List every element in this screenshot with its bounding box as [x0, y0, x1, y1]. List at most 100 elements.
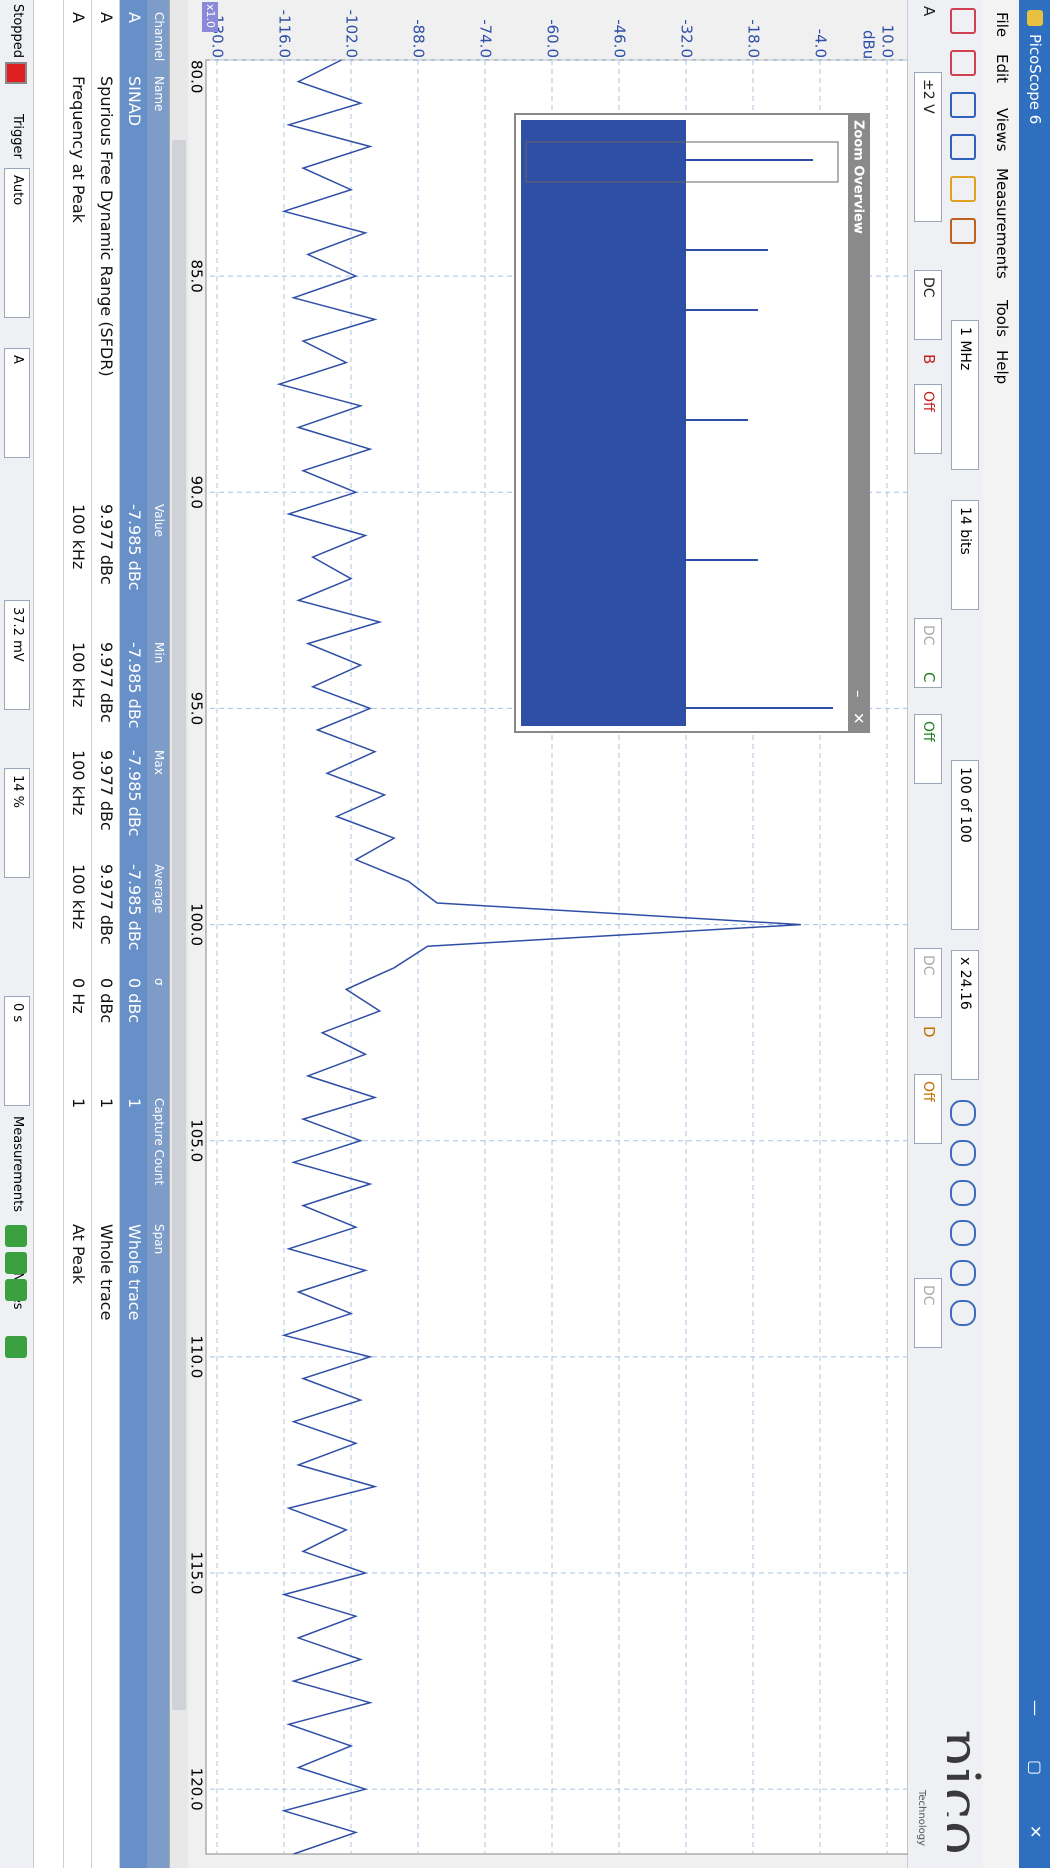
zoom-overview-button: –: [850, 690, 868, 698]
table-cell: 100 kHz: [69, 864, 88, 930]
table-cell: A: [69, 12, 88, 23]
y-tick-label: 10.0: [879, 25, 897, 58]
tool-icon[interactable]: [950, 1100, 976, 1126]
action-icon[interactable]: [5, 1225, 27, 1247]
action-icon[interactable]: [5, 1279, 27, 1301]
table-cell: 9.977 dBc: [97, 504, 116, 585]
status-item[interactable]: A: [4, 348, 30, 458]
y-tick-label: -116.0: [276, 10, 294, 58]
tool-icon[interactable]: [950, 176, 976, 202]
action-icon[interactable]: [5, 1336, 27, 1358]
tool-icon[interactable]: [950, 1260, 976, 1286]
menu-item[interactable]: Measurements: [993, 168, 1011, 279]
menu-item[interactable]: Help: [993, 350, 1011, 385]
table-header: Channel: [152, 12, 166, 62]
x-tick-label: 95.0: [188, 692, 206, 725]
app-icon: [1027, 10, 1043, 26]
table-cell: SINAD: [125, 76, 144, 127]
y-tick-label: -32.0: [678, 19, 696, 58]
chart: 10.0 -4.0 -18.0 -32.0 -46.0 -60.0 -74.0 -88.0 -1…: [170, 0, 908, 1868]
table-cell: Frequency at Peak: [69, 76, 88, 223]
tool-icon[interactable]: [950, 1140, 976, 1166]
y-tick-label: -4.0: [812, 29, 830, 58]
tool-icon[interactable]: [950, 134, 976, 160]
status-item[interactable]: Trigger: [10, 114, 25, 159]
table-cell: Spurious Free Dynamic Range (SFDR): [97, 76, 116, 377]
dropdown[interactable]: x 24.16: [951, 950, 979, 1080]
tool-icon[interactable]: [950, 1220, 976, 1246]
channel-control[interactable]: Off: [914, 384, 942, 454]
table-cell: 0 dBc: [125, 978, 144, 1024]
menu-item[interactable]: Edit: [993, 54, 1011, 84]
menu-item[interactable]: Tools: [993, 300, 1011, 337]
channel-control[interactable]: Off: [914, 714, 942, 784]
window-button[interactable]: ✕: [1026, 1825, 1045, 1839]
channel-control[interactable]: ±2 V: [914, 72, 942, 222]
menu-bar: File Edit Views Measurements Tools Help: [982, 0, 1019, 1868]
status-item[interactable]: 37.2 mV: [4, 600, 30, 710]
window-button[interactable]: ▢: [1026, 1760, 1045, 1776]
menu-item[interactable]: File: [993, 12, 1011, 38]
action-icon[interactable]: [5, 1252, 27, 1274]
x-tick-label: 120.0: [188, 1768, 206, 1811]
status-item[interactable]: Measurements: [10, 1116, 25, 1213]
table-cell: 1: [97, 1098, 116, 1109]
dropdown[interactable]: 100 of 100: [951, 760, 979, 930]
logo-subtitle: Technology: [916, 1790, 927, 1847]
table-cell: A: [97, 12, 116, 23]
table-header: Name: [152, 76, 166, 112]
table-cell: 100 kHz: [69, 642, 88, 708]
tool-icon[interactable]: [950, 50, 976, 76]
window-button[interactable]: —: [1026, 1700, 1045, 1716]
y-tick-label: -18.0: [745, 19, 763, 58]
table-header: Value: [152, 504, 166, 537]
table-cell: 9.977 dBc: [97, 750, 116, 831]
channel-control[interactable]: B: [920, 354, 938, 365]
status-item[interactable]: 0 s: [4, 996, 30, 1106]
channel-control[interactable]: A: [920, 6, 938, 17]
table-header: σ: [152, 978, 166, 986]
status-item[interactable]: Auto: [4, 168, 30, 318]
table-cell: At Peak: [69, 1224, 88, 1285]
channel-control[interactable]: DC: [914, 1278, 942, 1348]
status-item: Stopped: [10, 4, 25, 59]
y-axis-label: dBu: [860, 30, 878, 59]
table-cell: 100 kHz: [69, 504, 88, 570]
channel-control[interactable]: Off: [914, 1074, 942, 1144]
table-cell: 1: [69, 1098, 88, 1109]
tool-icon[interactable]: [950, 1300, 976, 1326]
table-cell: Whole trace: [97, 1224, 116, 1321]
dropdown[interactable]: 14 bits: [951, 500, 979, 610]
table-header: Min: [152, 642, 166, 664]
toolbar: 1 MHz 14 bits 100 of 100 x 24.16 pico: [926, 0, 991, 1868]
table-row[interactable]: [63, 0, 91, 1868]
window-title: PicoScope 6: [1026, 34, 1044, 125]
table-cell: 0 dBc: [97, 978, 116, 1024]
tool-icon[interactable]: [950, 92, 976, 118]
channel-control[interactable]: D: [920, 1026, 938, 1038]
measurements-table: Channel Name Value Min Max Average σ Capture Co…: [33, 0, 170, 1868]
dropdown[interactable]: 1 MHz: [951, 320, 979, 470]
status-item[interactable]: 14 %: [4, 768, 30, 878]
table-header: Max: [152, 750, 166, 775]
table-cell: -7.985 dBc: [125, 504, 144, 591]
x-tick-label: 105.0: [188, 1119, 206, 1162]
tool-icon[interactable]: [950, 218, 976, 244]
stop-button[interactable]: [5, 62, 27, 84]
channel-control[interactable]: DC: [914, 270, 942, 340]
x-tick-label: 80.0: [188, 60, 206, 93]
scale-badge: [202, 2, 218, 32]
tool-icon[interactable]: [950, 8, 976, 34]
trace: [276, 59, 801, 1855]
table-cell: -7.985 dBc: [125, 750, 144, 837]
y-tick-label: -102.0: [343, 10, 361, 58]
table-cell: 9.977 dBc: [97, 864, 116, 945]
channel-control[interactable]: C: [920, 672, 938, 683]
table-header: Span: [152, 1224, 166, 1255]
channel-control[interactable]: DC: [914, 948, 942, 1018]
zoom-overview-title: Zoom Overview: [851, 120, 866, 234]
tool-icon[interactable]: [950, 1180, 976, 1206]
menu-item[interactable]: Views: [993, 108, 1011, 152]
scale-badge-text: x1.0: [204, 4, 217, 28]
